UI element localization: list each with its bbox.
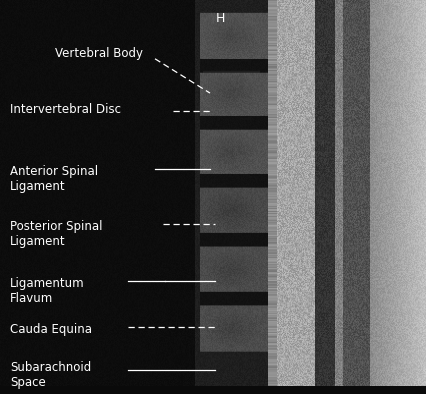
Text: H: H — [216, 12, 225, 25]
Text: Cauda Equina: Cauda Equina — [10, 323, 92, 336]
Text: Anterior Spinal
Ligament: Anterior Spinal Ligament — [10, 165, 98, 193]
Text: Subarachnoid
Space: Subarachnoid Space — [10, 361, 91, 388]
Text: Intervertebral Disc: Intervertebral Disc — [10, 103, 121, 116]
Text: Vertebral Body: Vertebral Body — [55, 47, 143, 60]
Text: Posterior Spinal
Ligament: Posterior Spinal Ligament — [10, 220, 103, 249]
Text: Ligamentum
Flavum: Ligamentum Flavum — [10, 277, 85, 305]
